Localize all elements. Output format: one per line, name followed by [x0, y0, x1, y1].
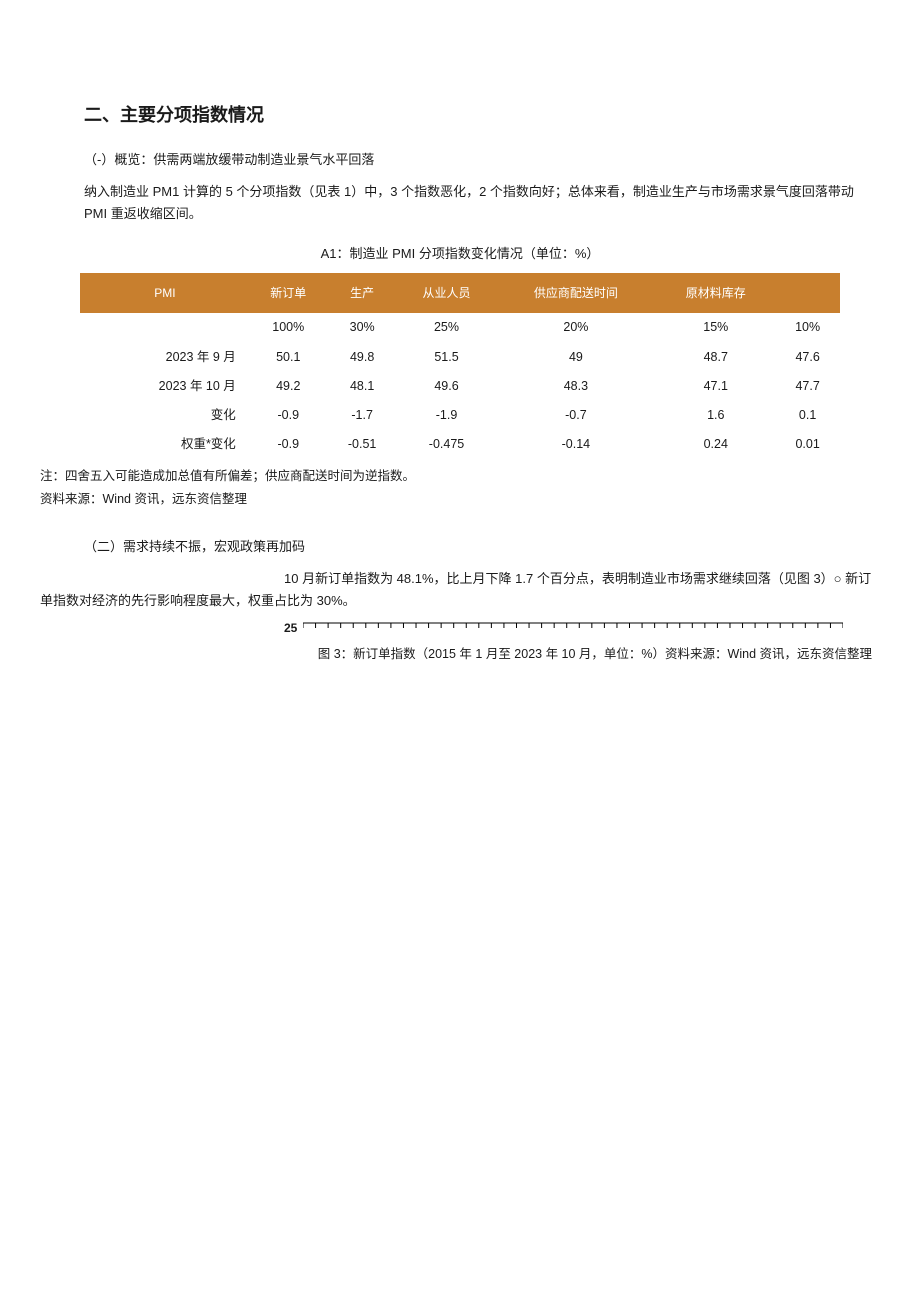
col-employees: 从业人员: [398, 273, 496, 313]
col-blank: [775, 273, 840, 313]
section-heading: 二、主要分项指数情况: [84, 100, 880, 131]
cell: -0.51: [327, 430, 398, 459]
cell: 47.1: [656, 372, 775, 401]
cell: -0.9: [250, 401, 327, 430]
cell: 47.6: [775, 343, 840, 372]
cell: 0.24: [656, 430, 775, 459]
table-note: 注：四舍五入可能造成加总值有所偏差；供应商配送时间为逆指数。: [40, 466, 880, 487]
table-row: 2023 年 9 月 50.1 49.8 51.5 49 48.7 47.6: [80, 343, 840, 372]
table-title: A1：制造业 PMI 分项指数变化情况（单位：%）: [40, 243, 880, 265]
cell: -0.7: [495, 401, 656, 430]
row-label: 权重*变化: [80, 430, 250, 459]
col-delivery: 供应商配送时间: [495, 273, 656, 313]
table-source: 资料来源：Wind 资讯，远东资信整理: [40, 489, 880, 510]
axis-y-label: 25: [284, 622, 297, 634]
pmi-table-wrap: PMI 新订单 生产 从业人员 供应商配送时间 原材料库存 100% 30% 2…: [80, 273, 840, 460]
paragraph-2: 10 月新订单指数为 48.1%，比上月下降 1.7 个百分点，表明制造业市场需…: [40, 571, 871, 608]
cell: -1.7: [327, 401, 398, 430]
cell: -0.475: [398, 430, 496, 459]
cell: 49.8: [327, 343, 398, 372]
cell: 49.6: [398, 372, 496, 401]
cell: 49.2: [250, 372, 327, 401]
col-pmi: PMI: [80, 273, 250, 313]
table-row: 2023 年 10 月 49.2 48.1 49.6 48.3 47.1 47.…: [80, 372, 840, 401]
axis-ticks-icon: [303, 622, 843, 634]
table-row: 变化 -0.9 -1.7 -1.9 -0.7 1.6 0.1: [80, 401, 840, 430]
cell: 48.1: [327, 372, 398, 401]
cell: 1.6: [656, 401, 775, 430]
col-new-orders: 新订单: [250, 273, 327, 313]
cell: 0.1: [775, 401, 840, 430]
cell: 48.3: [495, 372, 656, 401]
col-inventory: 原材料库存: [656, 273, 775, 313]
table-row: 权重*变化 -0.9 -0.51 -0.475 -0.14 0.24 0.01: [80, 430, 840, 459]
figure-caption: 图 3：新订单指数（2015 年 1 月至 2023 年 10 月，单位：%）资…: [40, 644, 872, 665]
cell: 49: [495, 343, 656, 372]
col-production: 生产: [327, 273, 398, 313]
paragraph-1: 纳入制造业 PM1 计算的 5 个分项指数（见表 1）中，3 个指数恶化，2 个…: [84, 181, 880, 225]
cell: -0.9: [250, 430, 327, 459]
cell: -0.14: [495, 430, 656, 459]
table-body: 100% 30% 25% 20% 15% 10% 2023 年 9 月 50.1…: [80, 313, 840, 459]
cell: 47.7: [775, 372, 840, 401]
row-label: 2023 年 10 月: [80, 372, 250, 401]
cell: 10%: [775, 313, 840, 342]
subsection-1: （-）概览：供需两端放缓带动制造业景气水平回落: [84, 149, 880, 171]
cell: 30%: [327, 313, 398, 342]
table-header-row: PMI 新订单 生产 从业人员 供应商配送时间 原材料库存: [80, 273, 840, 313]
row-label: [80, 313, 250, 342]
row-label: 2023 年 9 月: [80, 343, 250, 372]
cell: 48.7: [656, 343, 775, 372]
row-label: 变化: [80, 401, 250, 430]
chart-axis-stub: 25: [40, 622, 880, 634]
cell: 50.1: [250, 343, 327, 372]
cell: 15%: [656, 313, 775, 342]
cell: 25%: [398, 313, 496, 342]
cell: 20%: [495, 313, 656, 342]
cell: 51.5: [398, 343, 496, 372]
cell: 100%: [250, 313, 327, 342]
cell: -1.9: [398, 401, 496, 430]
pmi-table: PMI 新订单 生产 从业人员 供应商配送时间 原材料库存 100% 30% 2…: [80, 273, 840, 460]
table-row: 100% 30% 25% 20% 15% 10%: [80, 313, 840, 342]
cell: 0.01: [775, 430, 840, 459]
subsection-2: （二）需求持续不振，宏观政策再加码: [84, 536, 880, 558]
